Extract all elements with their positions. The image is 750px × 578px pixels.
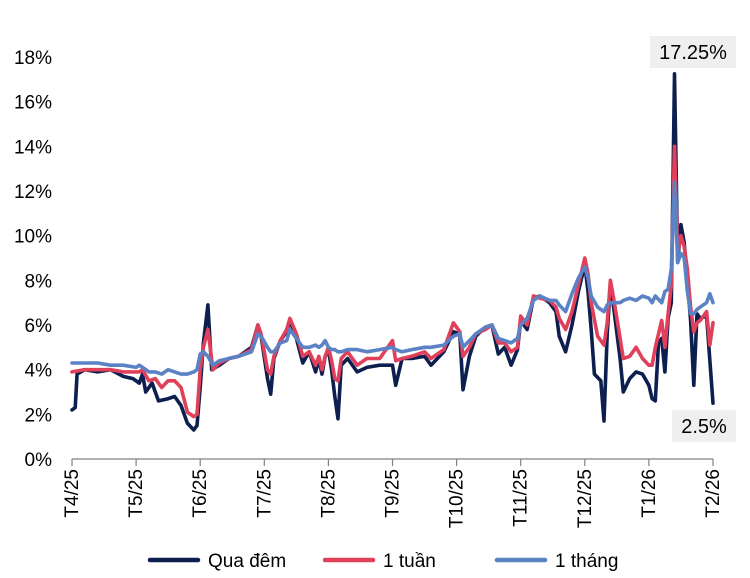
x-tick-label: T10/25 [447, 469, 468, 528]
x-tick-label: T8/25 [318, 469, 339, 518]
y-tick-label: 12% [14, 182, 52, 203]
x-tick-label: T12/25 [575, 469, 596, 528]
legend-label: Qua đêm [208, 551, 286, 572]
y-tick-label: 6% [25, 316, 53, 337]
legend: Qua đêm 1 tuần 1 tháng [147, 551, 618, 572]
legend-label: 1 tháng [555, 551, 618, 572]
annotation-label: 2.5% [681, 416, 727, 438]
series-line-qua-đêm [70, 72, 715, 432]
series-line-1-tháng [70, 180, 715, 376]
y-tick-label: 14% [14, 137, 52, 158]
y-tick-label: 10% [14, 227, 52, 248]
x-tick-label: T6/25 [190, 469, 211, 518]
y-tick-label: 18% [14, 48, 52, 69]
y-tick-label: 4% [25, 361, 53, 382]
annotation-box [650, 36, 736, 68]
annotation-box [672, 410, 736, 442]
x-tick-label: T2/26 [703, 469, 724, 518]
x-axis: T4/25 T5/25 T6/25 T7/25 T8/25 T9/25 T10/25 T11/… [62, 458, 724, 528]
annotation-label: 17.25% [659, 42, 727, 64]
x-tick-label: T9/25 [383, 469, 404, 518]
x-tick-label: T1/26 [639, 469, 660, 518]
x-tick-label: T5/25 [126, 469, 147, 518]
y-tick-label: 2% [25, 405, 53, 426]
legend-label: 1 tuần [383, 551, 436, 572]
y-tick-label: 8% [25, 271, 53, 292]
x-tick-label: T7/25 [254, 469, 275, 518]
y-tick-label: 0% [25, 450, 53, 471]
series-line-1-tuần [70, 144, 715, 419]
x-tick-label: T4/25 [62, 469, 83, 518]
y-tick-label: 16% [14, 93, 52, 114]
series-lines [70, 72, 715, 432]
annotations: 17.25% 2.5% [650, 36, 736, 442]
x-tick-label: T11/25 [511, 469, 532, 527]
y-axis-ticks: 0% 2% 4% 6% 8% 10% 12% 14% 16% 18% [14, 48, 52, 471]
